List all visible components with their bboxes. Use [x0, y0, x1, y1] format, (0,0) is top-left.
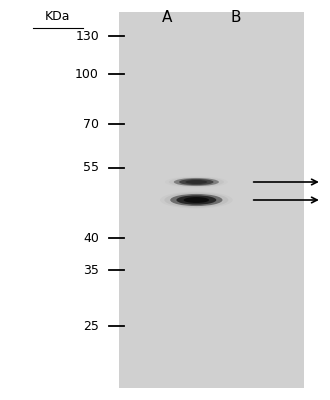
Ellipse shape — [170, 194, 222, 206]
Ellipse shape — [176, 195, 216, 205]
Text: A: A — [161, 10, 172, 25]
Ellipse shape — [164, 193, 228, 207]
Text: 25: 25 — [83, 320, 99, 332]
Ellipse shape — [174, 178, 219, 186]
Text: B: B — [231, 10, 241, 25]
Ellipse shape — [183, 197, 209, 203]
Text: 130: 130 — [75, 30, 99, 42]
Text: 40: 40 — [83, 232, 99, 244]
Ellipse shape — [165, 176, 228, 188]
Text: 100: 100 — [75, 68, 99, 80]
Ellipse shape — [185, 180, 207, 184]
Text: 70: 70 — [83, 118, 99, 130]
Ellipse shape — [169, 177, 224, 187]
Text: 35: 35 — [83, 264, 99, 276]
Text: KDa: KDa — [45, 10, 71, 23]
Ellipse shape — [179, 179, 214, 185]
Text: 55: 55 — [83, 162, 99, 174]
Ellipse shape — [160, 192, 233, 208]
Bar — [119, 12, 304, 388]
